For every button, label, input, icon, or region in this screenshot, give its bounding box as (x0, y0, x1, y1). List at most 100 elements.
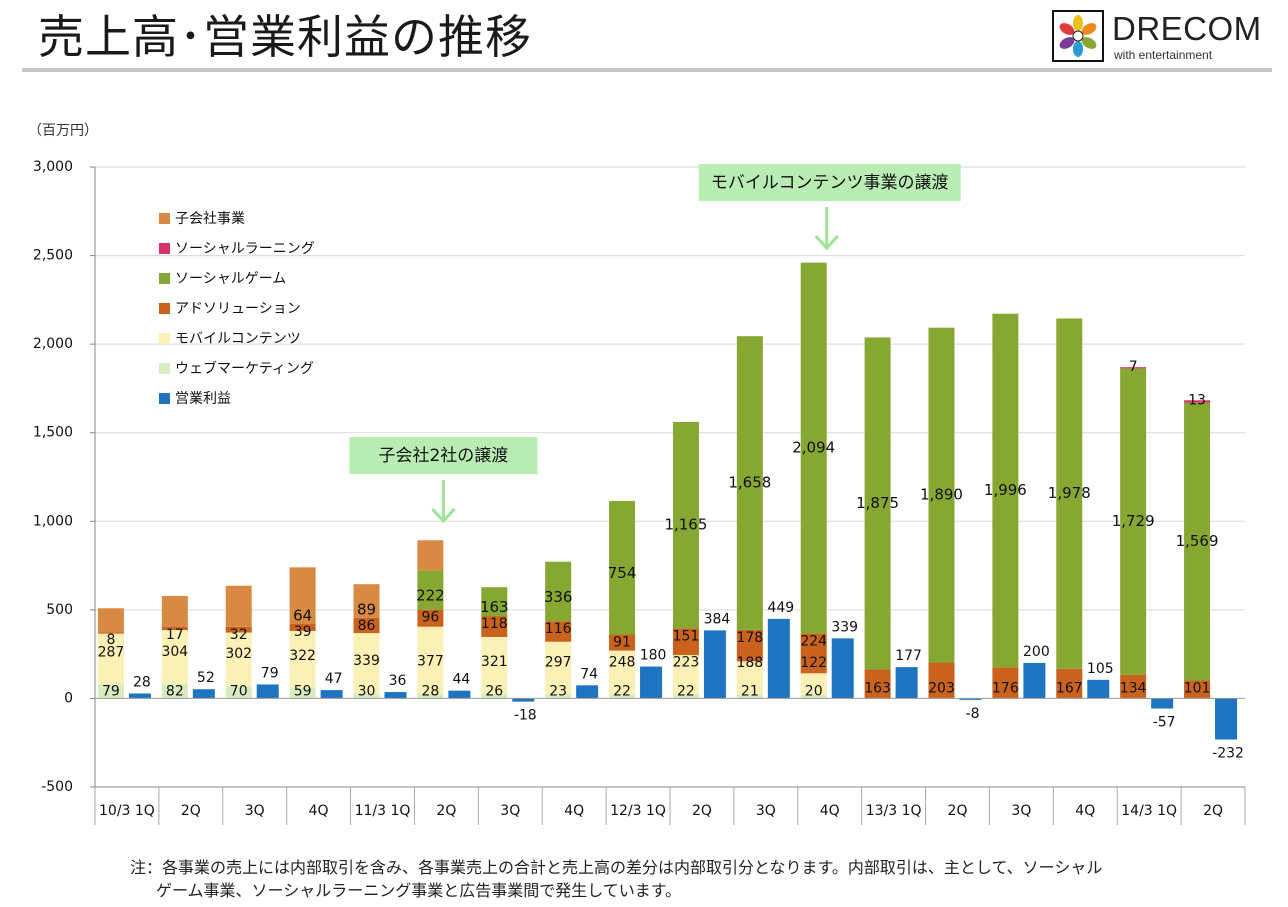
data-label-ad-solution: 17 (166, 627, 184, 643)
data-label-web-marketing: 22 (613, 683, 631, 699)
bar-social_game (672, 421, 699, 629)
bar-ad_solution (481, 616, 508, 637)
x-tick-label: 4Q (309, 803, 329, 819)
y-tick-label: 2,000 (33, 336, 73, 352)
bar-social_game (864, 337, 891, 670)
data-label-mobile-contents: 322 (289, 648, 316, 664)
bar-social_game (928, 327, 955, 663)
data-label-social-game: 163 (480, 598, 509, 616)
bar-social_game (1056, 318, 1083, 669)
data-label-mobile-contents: 122 (800, 655, 827, 671)
legend-swatch-ad_solution (159, 303, 170, 314)
bar-operating_profit (512, 698, 535, 702)
bar-mobile_contents (800, 673, 827, 695)
data-label-social-game: 754 (608, 564, 637, 582)
data-label-ad-solution: 32 (230, 627, 248, 643)
legend-swatch-subsidiary (159, 213, 170, 224)
bar-mobile_contents (672, 655, 699, 695)
drecom-flower-logo-icon (1052, 10, 1104, 62)
legend-label-social_game: ソーシャルゲーム (175, 271, 286, 287)
flower-logo-icon (1059, 15, 1097, 57)
logo-tagline: with entertainment (1114, 48, 1213, 62)
y-tick-label: 2,500 (33, 248, 73, 264)
bar-mobile_contents (289, 630, 316, 688)
legend-swatch-operating_profit (159, 393, 170, 404)
data-label-ad-solution: 224 (800, 634, 827, 650)
data-label-web-marketing: 26 (485, 683, 503, 699)
data-label-ad-solution: 163 (864, 680, 891, 696)
data-label-operating-profit: 44 (452, 672, 470, 688)
x-tick-label: 2Q (181, 803, 201, 819)
bar-ad_solution (672, 628, 699, 656)
bar-mobile_contents (161, 630, 188, 684)
bar-social_game (545, 561, 572, 622)
legend-swatch-social_learning (159, 243, 170, 254)
x-tick-label: 10/3 1Q (99, 803, 155, 819)
data-label-social-learning: 13 (1188, 392, 1206, 408)
y-tick-label: 1,500 (33, 425, 73, 441)
bar-ad_solution (736, 629, 763, 662)
data-label-social-game: 89 (357, 600, 376, 618)
y-axis-unit-label: （百万円） (28, 123, 98, 139)
footnote: 注：各事業の売上には内部取引を含み、各事業売上の合計と売上高の差分は内部取引分と… (130, 856, 1240, 902)
data-label-operating-profit: 47 (325, 671, 343, 687)
bar-ad_solution (928, 662, 955, 699)
data-label-operating-profit: -18 (514, 708, 537, 724)
data-label-ad-solution: 134 (1120, 680, 1147, 696)
bar-social_game (992, 313, 1019, 668)
bar-operating_profit (1151, 698, 1174, 709)
bar-subsidiary (353, 584, 380, 618)
data-label-ad-solution: 167 (1056, 680, 1083, 696)
data-label-mobile-contents: 223 (673, 655, 700, 671)
data-label-operating-profit: -8 (966, 706, 980, 722)
x-tick-label: 3Q (756, 803, 776, 819)
bar-social_game (417, 570, 444, 610)
data-label-web-marketing: 22 (677, 683, 695, 699)
data-label-social-game: 1,658 (728, 474, 771, 492)
y-tick-label: 1,000 (33, 513, 73, 529)
data-label-mobile-contents: 302 (225, 646, 252, 662)
data-label-social-game: 64 (293, 607, 312, 625)
data-label-social-game: 1,996 (984, 481, 1027, 499)
bar-operating_profit (576, 685, 599, 699)
x-tick-label: 2Q (1203, 803, 1223, 819)
bar-social_game (481, 587, 508, 617)
data-label-social-game: 2,094 (792, 439, 835, 457)
data-label-social-game: 1,165 (664, 516, 707, 534)
legend-label-operating_profit: 営業利益 (175, 391, 231, 407)
data-label-mobile-contents: 304 (161, 644, 188, 660)
bar-ad_solution (1184, 680, 1211, 699)
bar-mobile_contents (417, 626, 444, 694)
bar-social_learning (1184, 400, 1211, 403)
data-label-ad-solution: 91 (613, 634, 631, 650)
bar-web_marketing (353, 693, 380, 699)
x-tick-label: 3Q (500, 803, 520, 819)
data-label-web-marketing: 59 (294, 683, 312, 699)
data-label-web-marketing: 70 (230, 683, 248, 699)
data-label-social-game: 1,729 (1112, 512, 1155, 530)
x-tick-label: 2Q (436, 803, 456, 819)
bar-ad_solution (353, 617, 380, 634)
bar-mobile_contents (736, 661, 763, 695)
bar-web_marketing (481, 693, 508, 699)
bar-social_game (1184, 402, 1211, 681)
title-divider (22, 68, 1272, 72)
bar-ad_solution (417, 609, 444, 627)
bar-operating_profit (895, 667, 918, 699)
bar-operating_profit (1215, 698, 1238, 740)
legend-label-ad_solution: アドソリューション (175, 301, 301, 317)
legend-label-web_marketing: ウェブマーケティング (175, 360, 314, 377)
bar-web_marketing (736, 694, 763, 699)
bar-ad_solution (225, 626, 252, 633)
data-label-ad-solution: 8 (106, 632, 115, 648)
bar-operating_profit (831, 638, 854, 699)
bar-operating_profit (959, 698, 982, 700)
bar-ad_solution (289, 624, 316, 631)
legend-label-mobile_contents: モバイルコンテンツ (175, 331, 301, 347)
x-tick-label: 14/3 1Q (1121, 803, 1177, 819)
data-label-social-game: 1,569 (1176, 532, 1219, 550)
data-label-ad-solution: 39 (294, 624, 312, 640)
data-label-mobile-contents: 297 (545, 654, 572, 670)
bar-subsidiary (289, 567, 316, 625)
data-label-ad-solution: 178 (736, 630, 763, 646)
